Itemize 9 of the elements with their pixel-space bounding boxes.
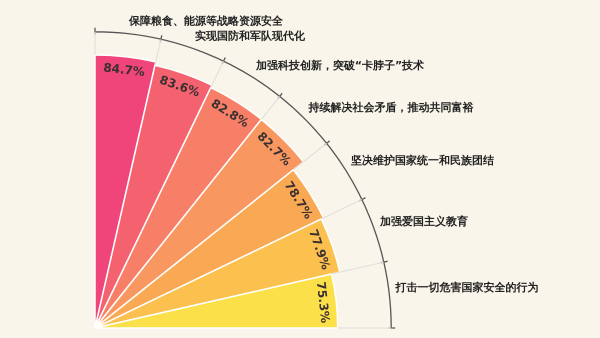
category-label: 加强爱国主义教育	[379, 215, 468, 228]
category-label: 持续解决社会矛盾，推动共同富裕	[308, 101, 475, 114]
category-label: 保障粮食、能源等战略资源安全	[128, 14, 284, 28]
data-label: 75.3%	[314, 280, 332, 324]
data-label: 84.7%	[102, 60, 146, 80]
category-label: 加强科技创新，突破“卡脖子”技术	[254, 58, 424, 72]
category-label: 实现国防和军队现代化	[194, 30, 306, 43]
category-label: 坚决维护国家统一和民族团结	[350, 154, 494, 168]
category-label: 打击一切危害国家安全的行为	[394, 281, 538, 294]
